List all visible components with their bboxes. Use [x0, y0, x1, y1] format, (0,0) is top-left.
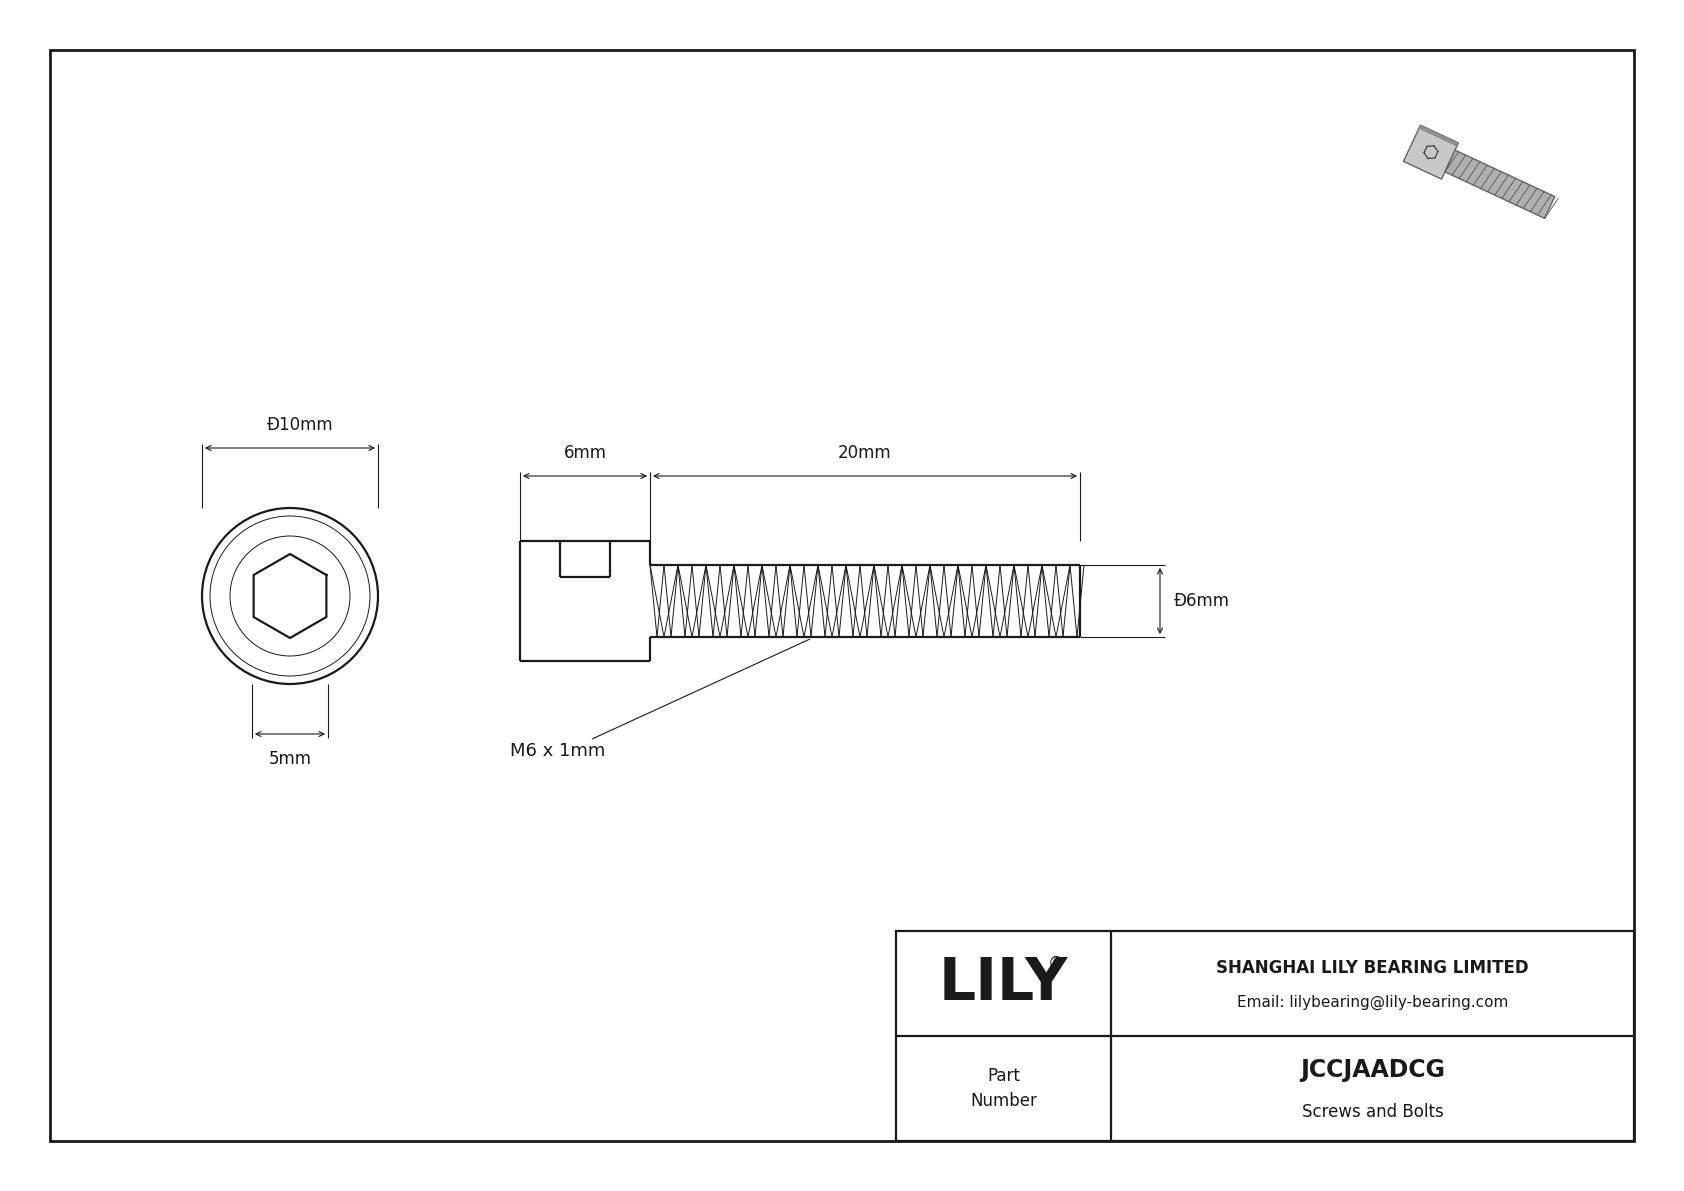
Text: M6 x 1mm: M6 x 1mm	[510, 742, 605, 760]
Text: Email: lilybearing@lily-bearing.com: Email: lilybearing@lily-bearing.com	[1236, 994, 1509, 1010]
Text: Screws and Bolts: Screws and Bolts	[1302, 1103, 1443, 1121]
Text: JCCJAADCG: JCCJAADCG	[1300, 1058, 1445, 1081]
Text: ®: ®	[1047, 954, 1064, 973]
Polygon shape	[1418, 125, 1458, 146]
Text: Part
Number: Part Number	[970, 1067, 1037, 1110]
Text: SHANGHAI LILY BEARING LIMITED: SHANGHAI LILY BEARING LIMITED	[1216, 959, 1529, 977]
Text: 20mm: 20mm	[839, 444, 893, 462]
Text: Ð6mm: Ð6mm	[1174, 592, 1229, 610]
Bar	[896, 931, 1633, 1141]
Text: 5mm: 5mm	[268, 750, 312, 768]
Polygon shape	[1403, 125, 1458, 179]
Polygon shape	[1445, 150, 1554, 218]
Text: LILY: LILY	[938, 955, 1068, 1012]
Text: 6mm: 6mm	[564, 444, 606, 462]
Text: Ð10mm: Ð10mm	[266, 416, 333, 434]
